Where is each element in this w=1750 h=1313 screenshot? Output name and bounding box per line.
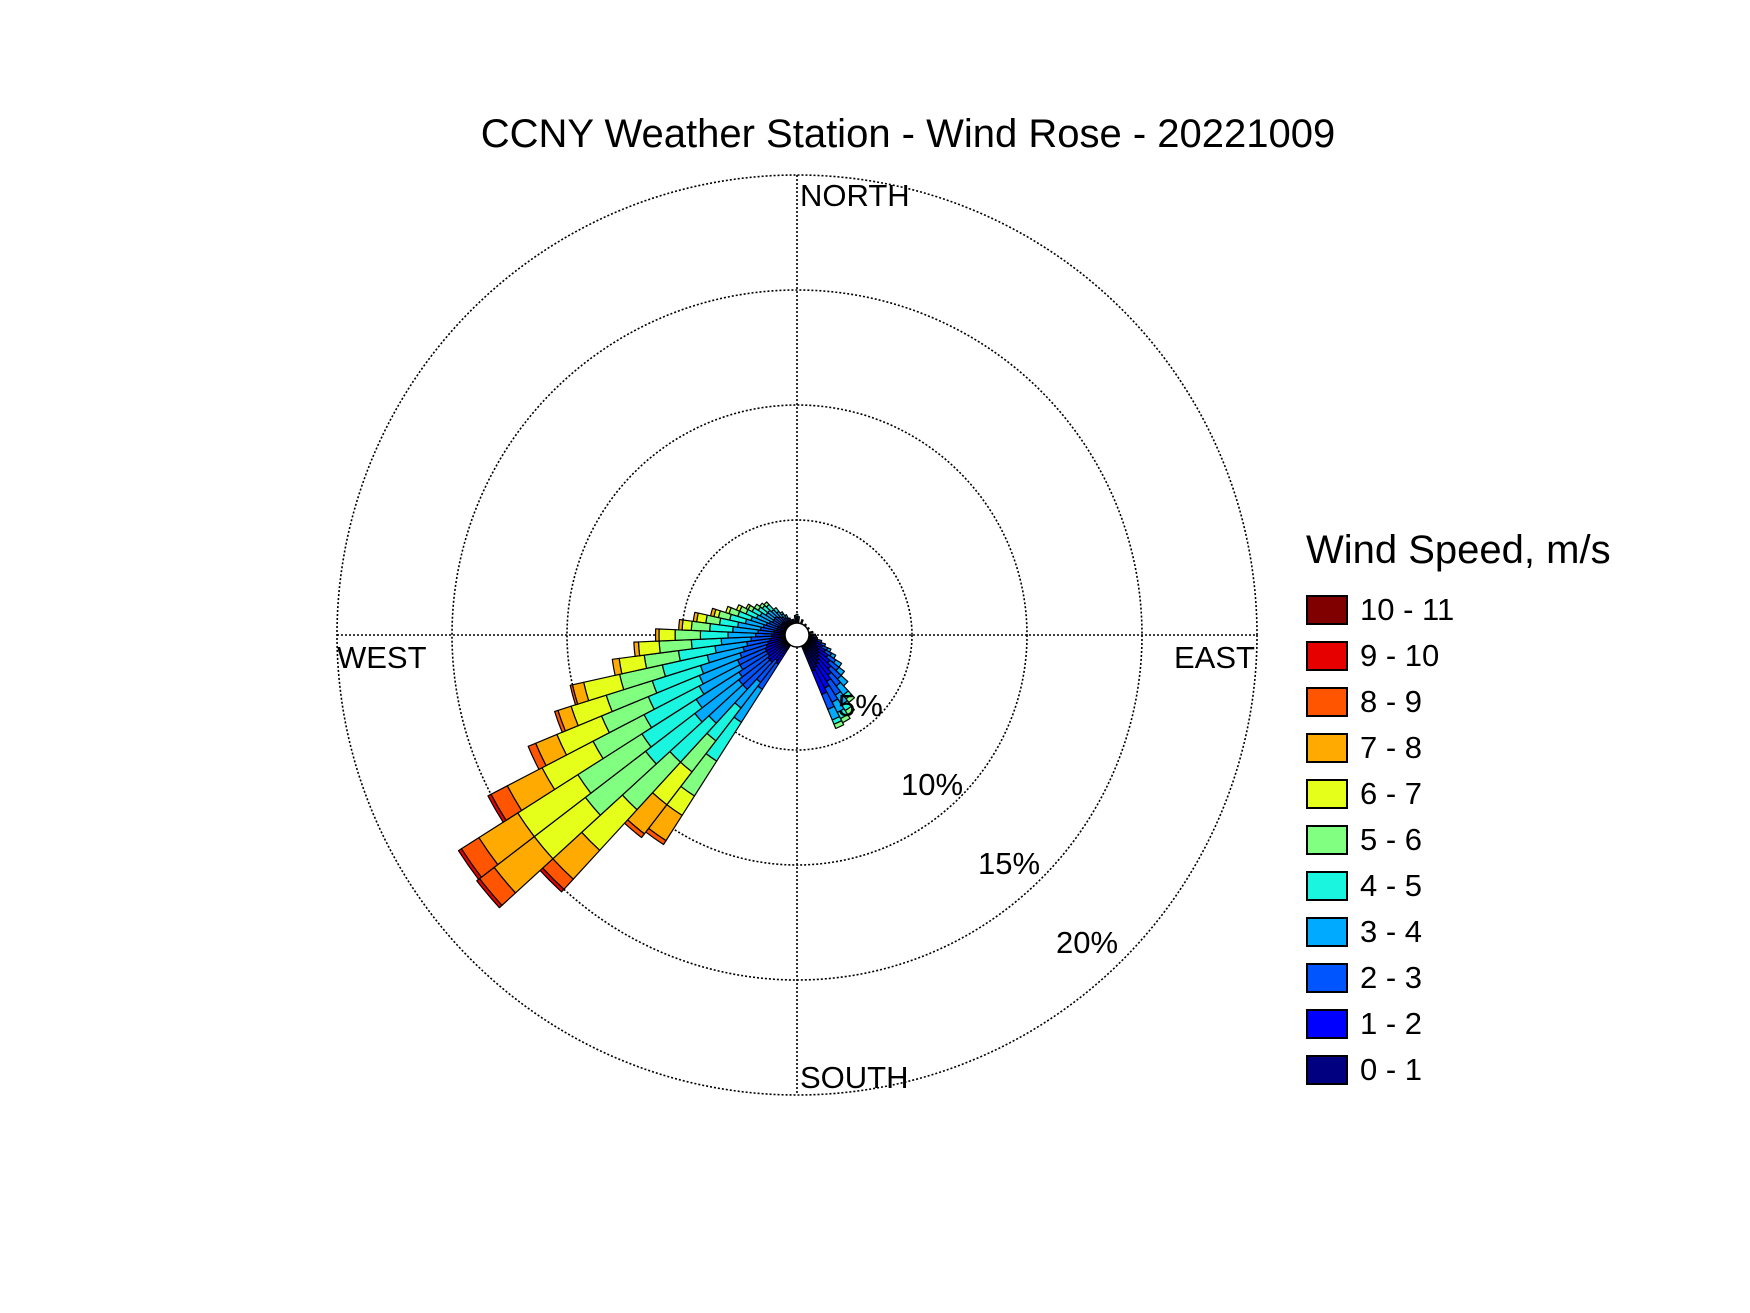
direction-label-south: SOUTH xyxy=(800,1060,909,1095)
wind-sector-segment xyxy=(527,742,547,770)
wind-sector-segment xyxy=(800,619,804,623)
legend-item: 4 - 5 xyxy=(1306,863,1611,909)
wind-sector-segment xyxy=(833,720,845,730)
wind-sector-segment xyxy=(674,629,702,641)
legend-swatch xyxy=(1306,917,1348,947)
legend-items: 10 - 11 9 - 10 8 - 9 7 - 8 6 - 7 5 - 6 4 - 5 3 … xyxy=(1306,587,1611,1093)
direction-label-west: WEST xyxy=(337,640,427,675)
wind-sector-segment xyxy=(753,603,762,611)
wind-sector xyxy=(569,634,798,706)
wind-sector-segment xyxy=(735,604,743,612)
wind-sector xyxy=(796,634,851,724)
legend-item: 8 - 9 xyxy=(1306,679,1611,725)
wind-sector-segment xyxy=(569,684,579,706)
chart-title: CCNY Weather Station - Wind Rose - 20221… xyxy=(480,112,1336,156)
ring-label-20: 20% xyxy=(1056,925,1119,960)
wind-sector-segment xyxy=(487,793,507,823)
legend-item: 1 - 2 xyxy=(1306,1001,1611,1047)
wind-sector-segment xyxy=(457,848,482,880)
wind-sector xyxy=(554,634,798,733)
legend-item: 2 - 3 xyxy=(1306,955,1611,1001)
wind-sector xyxy=(654,628,798,642)
wind-sector-segment xyxy=(809,630,814,634)
wind-sector-segment xyxy=(476,878,503,909)
wind-sector-segment xyxy=(797,616,801,620)
legend-label: 8 - 9 xyxy=(1360,684,1423,719)
center-hole xyxy=(784,622,810,648)
wind-sector-segment xyxy=(554,709,566,733)
wind-sector xyxy=(527,634,798,770)
legend-label: 9 - 10 xyxy=(1360,638,1440,673)
legend-swatch xyxy=(1306,1055,1348,1085)
legend-item: 9 - 10 xyxy=(1306,633,1611,679)
wind-sector-segment xyxy=(658,628,676,642)
wind-sector-segment xyxy=(791,618,795,623)
legend-swatch xyxy=(1306,733,1348,763)
wind-sector-segment xyxy=(745,603,752,611)
ring-label-15: 15% xyxy=(978,846,1041,881)
ring-label-5: 5% xyxy=(838,688,883,723)
legend-label: 3 - 4 xyxy=(1360,914,1423,949)
wind-sector-segment xyxy=(637,640,661,657)
wind-sector xyxy=(645,634,798,846)
legend-swatch xyxy=(1306,963,1348,993)
wind-sector-segment xyxy=(725,605,732,615)
wind-sector xyxy=(457,634,798,880)
legend-item: 10 - 11 xyxy=(1306,587,1611,633)
legend-label: 2 - 3 xyxy=(1360,960,1423,995)
legend: Wind Speed, m/s 10 - 11 9 - 10 8 - 9 7 - 8 6… xyxy=(1306,528,1611,1093)
wind-sector-segment xyxy=(709,607,717,618)
wind-sector xyxy=(539,634,798,893)
legend-label: 6 - 7 xyxy=(1360,776,1423,811)
legend-item: 6 - 7 xyxy=(1306,771,1611,817)
wind-sector-segment xyxy=(784,613,789,620)
legend-item: 3 - 4 xyxy=(1306,909,1611,955)
wind-sector-segment xyxy=(812,635,818,639)
wind-sector-segment xyxy=(681,619,693,631)
legend-label: 5 - 6 xyxy=(1360,822,1423,857)
direction-label-east: EAST xyxy=(1174,640,1255,675)
legend-swatch xyxy=(1306,641,1348,671)
wind-sector-segment xyxy=(611,657,623,676)
legend-swatch xyxy=(1306,779,1348,809)
legend-swatch xyxy=(1306,871,1348,901)
wind-sectors xyxy=(457,601,856,909)
direction-label-north: NORTH xyxy=(800,178,910,213)
wind-sector-segment xyxy=(678,618,684,631)
wind-sector-segment xyxy=(654,628,660,642)
wind-sector xyxy=(796,634,845,730)
legend-label: 1 - 2 xyxy=(1360,1006,1423,1041)
wind-sector-segment xyxy=(692,611,699,623)
legend-item: 5 - 6 xyxy=(1306,817,1611,863)
legend-swatch xyxy=(1306,825,1348,855)
wind-sector-segment xyxy=(763,601,770,608)
wind-sector-segment xyxy=(779,611,785,616)
wind-sector xyxy=(487,634,798,823)
wind-sector-segment xyxy=(795,613,799,618)
legend-title: Wind Speed, m/s xyxy=(1306,528,1611,572)
center-circle xyxy=(784,622,810,648)
legend-label: 0 - 1 xyxy=(1360,1052,1423,1087)
wind-sector-segment xyxy=(773,607,780,614)
legend-label: 10 - 11 xyxy=(1360,592,1455,627)
legend-swatch xyxy=(1306,595,1348,625)
wind-sector xyxy=(476,634,798,909)
wind-sector-segment xyxy=(633,641,641,657)
legend-label: 4 - 5 xyxy=(1360,868,1423,903)
legend-item: 0 - 1 xyxy=(1306,1047,1611,1093)
ring-label-10: 10% xyxy=(901,767,964,802)
legend-swatch xyxy=(1306,1009,1348,1039)
legend-swatch xyxy=(1306,687,1348,717)
legend-label: 7 - 8 xyxy=(1360,730,1423,765)
legend-item: 7 - 8 xyxy=(1306,725,1611,771)
